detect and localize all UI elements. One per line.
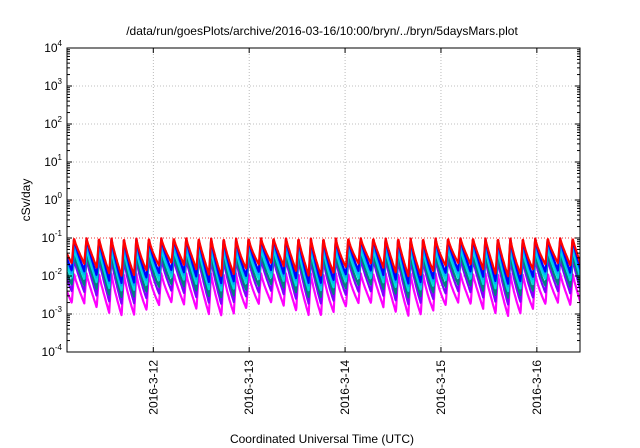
- x-tick-label: 2016-3-13: [242, 360, 256, 415]
- plot-frame: [66, 47, 581, 353]
- y-tick-label: 10-4: [42, 343, 63, 359]
- y-tick-label: 101: [44, 153, 62, 169]
- x-tick-label: 2016-3-12: [146, 360, 160, 415]
- x-tick-label: 2016-3-14: [338, 360, 352, 415]
- x-tick-label: 2016-3-15: [434, 360, 448, 415]
- y-tick-label: 10-3: [42, 305, 63, 321]
- chart-title: /data/run/goesPlots/archive/2016-03-16/1…: [126, 24, 518, 38]
- y-tick-label: 103: [44, 77, 62, 93]
- y-tick-label: 102: [44, 115, 62, 131]
- series-group: [67, 237, 580, 317]
- y-tick-label: 100: [44, 191, 62, 207]
- x-axis-label: Coordinated Universal Time (UTC): [230, 432, 414, 446]
- y-axis: 10-4 10-3 10-2 10-1 100 101 102 103 104: [42, 39, 580, 359]
- x-tick-label: 2016-3-16: [530, 360, 544, 415]
- y-tick-label: 10-2: [42, 267, 63, 283]
- y-axis-label: cSv/day: [19, 179, 33, 222]
- grid: [67, 48, 580, 352]
- series-lines: [67, 237, 580, 317]
- series-line: [67, 237, 580, 278]
- x-axis: 2016-3-12 2016-3-13 2016-3-14 2016-3-15 2016…: [146, 48, 544, 415]
- y-tick-label: 10-1: [42, 229, 63, 245]
- y-tick-label: 104: [44, 39, 62, 55]
